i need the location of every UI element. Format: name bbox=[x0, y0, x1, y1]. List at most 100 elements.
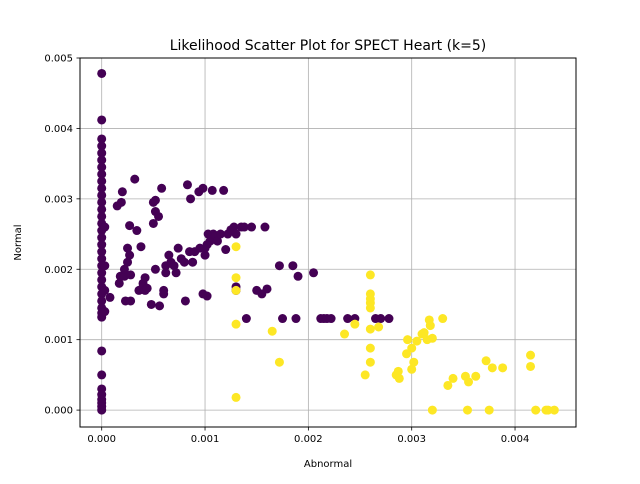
data-point-yellow bbox=[443, 380, 453, 390]
data-point-purple bbox=[188, 257, 198, 267]
data-point-purple bbox=[274, 261, 284, 271]
data-point-yellow bbox=[427, 333, 437, 343]
data-point-purple bbox=[326, 314, 336, 324]
data-point-purple bbox=[171, 268, 181, 278]
points-layer bbox=[97, 68, 559, 415]
data-point-yellow bbox=[365, 270, 375, 280]
data-point-yellow bbox=[360, 370, 370, 380]
data-point-purple bbox=[262, 284, 272, 294]
data-point-purple bbox=[97, 155, 107, 165]
data-point-purple bbox=[159, 289, 169, 299]
data-point-purple bbox=[97, 183, 107, 193]
data-point-purple bbox=[97, 275, 107, 285]
data-point-purple bbox=[97, 296, 107, 306]
data-point-yellow bbox=[365, 303, 375, 313]
data-point-purple bbox=[125, 221, 135, 231]
data-point-yellow bbox=[407, 343, 417, 353]
x-tick-label: 0.003 bbox=[397, 434, 426, 445]
data-point-purple bbox=[219, 185, 229, 195]
data-point-yellow bbox=[438, 314, 448, 324]
y-tick-label: 0.004 bbox=[44, 124, 73, 135]
data-point-purple bbox=[157, 183, 167, 193]
data-point-purple bbox=[150, 264, 160, 274]
data-point-yellow bbox=[231, 285, 241, 295]
x-tick-label: 0.001 bbox=[191, 434, 220, 445]
data-point-yellow bbox=[498, 363, 508, 373]
data-point-yellow bbox=[409, 357, 419, 367]
data-point-purple bbox=[186, 194, 196, 204]
data-point-purple bbox=[97, 204, 107, 214]
chart-title: Likelihood Scatter Plot for SPECT Heart … bbox=[170, 38, 487, 54]
data-point-yellow bbox=[481, 356, 491, 366]
data-point-yellow bbox=[471, 371, 481, 381]
data-point-purple bbox=[97, 197, 107, 207]
data-point-purple bbox=[100, 222, 110, 232]
data-point-yellow bbox=[231, 242, 241, 252]
data-point-purple bbox=[97, 233, 107, 243]
data-point-purple bbox=[207, 185, 217, 195]
data-point-purple bbox=[97, 115, 107, 125]
data-point-yellow bbox=[231, 273, 241, 283]
plot-frame bbox=[79, 57, 577, 428]
data-point-purple bbox=[100, 285, 110, 295]
data-point-purple bbox=[126, 270, 136, 280]
data-point-purple bbox=[293, 271, 303, 281]
data-point-purple bbox=[384, 314, 394, 324]
data-point-yellow bbox=[427, 405, 437, 415]
data-point-purple bbox=[123, 243, 133, 253]
data-point-yellow bbox=[340, 329, 350, 339]
y-tick-label: 0.002 bbox=[44, 265, 73, 276]
data-point-purple bbox=[132, 226, 142, 236]
data-point-purple bbox=[164, 250, 174, 260]
data-point-purple bbox=[231, 229, 241, 239]
data-point-purple bbox=[288, 261, 298, 271]
data-point-purple bbox=[221, 245, 231, 255]
data-point-purple bbox=[97, 405, 107, 415]
data-point-yellow bbox=[484, 405, 494, 415]
data-point-purple bbox=[97, 134, 107, 144]
x-axis-label: Abnormal bbox=[304, 459, 352, 470]
data-point-purple bbox=[105, 292, 115, 302]
data-point-yellow bbox=[419, 328, 429, 338]
data-point-purple bbox=[161, 268, 171, 278]
data-point-yellow bbox=[394, 373, 404, 383]
data-point-purple bbox=[130, 174, 140, 184]
data-point-purple bbox=[309, 268, 319, 278]
y-tick-label: 0.003 bbox=[44, 194, 73, 205]
data-point-yellow bbox=[350, 319, 360, 329]
data-point-purple bbox=[216, 229, 226, 239]
data-point-purple bbox=[97, 148, 107, 158]
x-tick-label: 0.004 bbox=[501, 434, 530, 445]
data-point-yellow bbox=[543, 405, 553, 415]
data-point-purple bbox=[114, 278, 124, 288]
data-point-yellow bbox=[531, 405, 541, 415]
x-tick-label: 0.002 bbox=[294, 434, 323, 445]
data-point-yellow bbox=[365, 357, 375, 367]
data-point-yellow bbox=[448, 373, 458, 383]
data-point-purple bbox=[212, 236, 222, 246]
x-tick-label: 0.000 bbox=[87, 434, 116, 445]
data-point-purple bbox=[150, 195, 160, 205]
data-point-purple bbox=[148, 218, 158, 228]
data-point-purple bbox=[97, 190, 107, 200]
data-point-purple bbox=[229, 222, 239, 232]
data-point-purple bbox=[97, 268, 107, 278]
data-point-purple bbox=[97, 240, 107, 250]
data-point-purple bbox=[154, 211, 164, 221]
data-point-purple bbox=[182, 180, 192, 190]
data-point-purple bbox=[173, 243, 183, 253]
data-point-yellow bbox=[365, 343, 375, 353]
y-axis-label: Normal bbox=[13, 224, 24, 260]
data-point-purple bbox=[97, 247, 107, 257]
data-point-purple bbox=[179, 257, 189, 267]
data-point-purple bbox=[97, 176, 107, 186]
y-tick-label: 0.001 bbox=[44, 335, 73, 346]
data-point-purple bbox=[155, 301, 165, 311]
data-point-yellow bbox=[549, 405, 559, 415]
data-point-purple bbox=[142, 283, 152, 293]
data-point-purple bbox=[117, 187, 127, 197]
data-point-purple bbox=[343, 314, 353, 324]
data-point-purple bbox=[291, 314, 301, 324]
